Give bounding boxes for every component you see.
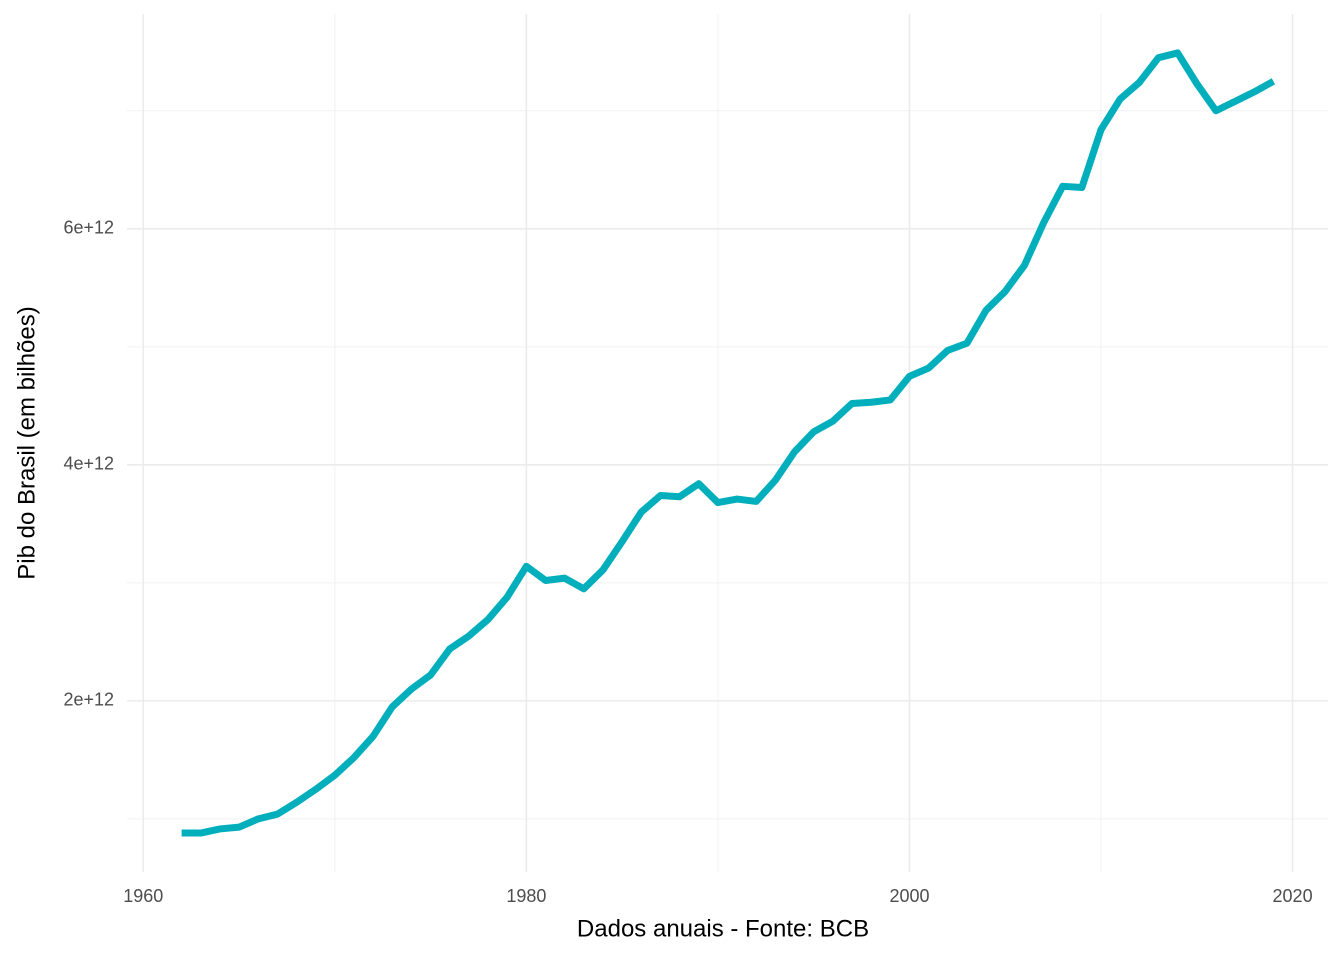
x-axis-title: Dados anuais - Fonte: BCB [577,915,869,942]
y-axis-title: Pib do Brasil (em bilhões) [13,306,40,579]
x-tick-label: 1960 [123,886,163,906]
y-tick-label: 2e+12 [63,690,114,710]
x-tick-label: 2000 [889,886,929,906]
x-tick-label: 2020 [1273,886,1313,906]
data-line [181,49,1276,837]
y-tick-label: 4e+12 [63,454,114,474]
y-tick-label: 6e+12 [63,218,114,238]
x-tick-label: 1980 [506,886,546,906]
